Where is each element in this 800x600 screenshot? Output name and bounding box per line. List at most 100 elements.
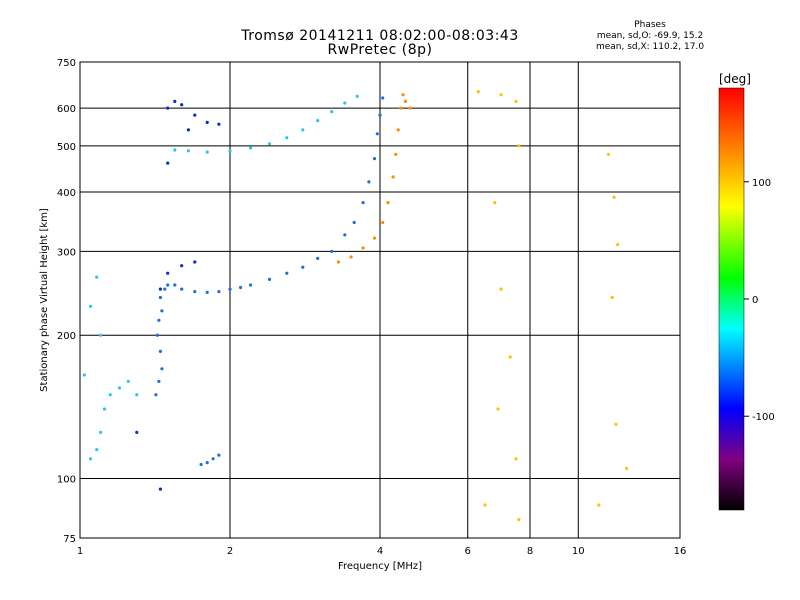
data-point xyxy=(343,101,347,105)
data-point xyxy=(166,106,170,110)
data-point xyxy=(135,393,139,397)
data-point xyxy=(367,180,371,184)
data-point xyxy=(173,99,177,103)
data-point xyxy=(205,150,209,154)
y-tick-label: 200 xyxy=(57,331,76,342)
data-point xyxy=(102,407,107,411)
data-point xyxy=(173,148,177,152)
y-tick-label: 100 xyxy=(57,475,76,486)
data-point xyxy=(336,260,340,264)
data-point xyxy=(158,287,162,291)
x-tick-label: 2 xyxy=(227,546,233,557)
data-point xyxy=(612,195,616,199)
x-tick-label: 10 xyxy=(572,546,585,557)
y-tick-label: 75 xyxy=(63,534,76,545)
colorbar-tick-label: 100 xyxy=(752,178,771,189)
chart-subtitle: RwPretec (8p) xyxy=(327,42,433,58)
data-point xyxy=(391,175,395,179)
data-point xyxy=(108,393,112,397)
data-point xyxy=(267,277,272,281)
data-point xyxy=(508,355,512,359)
colorbar-label: [deg] xyxy=(719,72,751,86)
data-point xyxy=(99,333,103,337)
x-tick-label: 16 xyxy=(674,546,687,557)
data-point xyxy=(496,407,500,411)
data-point xyxy=(285,136,289,140)
data-point xyxy=(95,275,99,279)
data-point xyxy=(301,128,305,132)
colorbar-tick-label: 0 xyxy=(752,295,758,306)
data-point xyxy=(476,90,480,94)
phase-stats-x: mean, sd,X: 110.2, 17.0 xyxy=(595,42,705,52)
data-point xyxy=(180,287,184,291)
data-point xyxy=(117,386,122,390)
data-point xyxy=(135,430,139,434)
data-point xyxy=(381,220,385,225)
data-point xyxy=(228,149,232,153)
data-point xyxy=(166,161,170,165)
data-point xyxy=(378,113,382,117)
data-point xyxy=(160,309,164,313)
data-point xyxy=(186,128,190,132)
data-point xyxy=(493,201,497,205)
data-point xyxy=(401,93,405,97)
y-axis-label: Stationary phase Virtual Height [km] xyxy=(39,208,50,392)
colorbar-ticks: 100 0 -100 xyxy=(744,178,775,423)
phase-stats: Phases mean, sd,O: -69.9, 15.2 mean, sd,… xyxy=(595,20,705,53)
data-point xyxy=(597,503,601,507)
y-tick-label: 750 xyxy=(57,58,76,69)
colorbar-tick-label: -100 xyxy=(752,412,775,423)
data-point xyxy=(514,457,518,461)
x-tick-label: 8 xyxy=(527,546,533,557)
data-point xyxy=(82,373,86,377)
grid xyxy=(80,62,680,538)
data-point xyxy=(517,518,521,522)
phase-stats-o: mean, sd,O: -69.9, 15.2 xyxy=(596,31,704,41)
data-point xyxy=(157,318,161,322)
data-point xyxy=(372,236,377,240)
data-point xyxy=(217,290,221,294)
data-point xyxy=(186,149,190,153)
data-point xyxy=(249,146,253,150)
y-axis-ticks: 75 100 200 300 400 500 600 750 xyxy=(57,58,76,545)
plot-frame xyxy=(79,61,681,539)
data-point xyxy=(173,283,177,287)
data-point xyxy=(355,94,359,98)
data-point xyxy=(199,462,203,467)
data-point xyxy=(381,96,385,100)
data-point xyxy=(386,201,390,205)
data-point xyxy=(193,260,197,264)
data-point xyxy=(610,295,614,300)
data-point xyxy=(249,283,253,287)
data-point xyxy=(330,110,334,114)
data-point xyxy=(160,367,164,371)
data-point xyxy=(316,256,320,260)
data-point xyxy=(155,333,159,337)
x-tick-label: 6 xyxy=(465,546,471,557)
data-point xyxy=(193,113,197,117)
data-point xyxy=(154,393,158,397)
data-point xyxy=(517,144,521,148)
data-point xyxy=(217,453,221,457)
x-tick-label: 4 xyxy=(377,546,383,557)
data-point xyxy=(285,271,289,275)
data-point xyxy=(89,457,93,461)
data-points xyxy=(82,90,629,522)
data-point xyxy=(157,379,161,383)
data-point xyxy=(625,466,629,470)
data-point xyxy=(394,152,398,156)
data-point xyxy=(158,295,162,300)
data-point xyxy=(126,379,130,383)
data-point xyxy=(499,287,503,291)
data-point xyxy=(166,283,170,287)
data-point xyxy=(180,264,184,268)
data-point xyxy=(316,119,320,123)
data-point xyxy=(217,122,221,126)
x-tick-label: 1 xyxy=(77,546,83,557)
data-point xyxy=(205,120,209,124)
data-point xyxy=(614,422,618,426)
data-point xyxy=(616,243,620,247)
data-point xyxy=(352,220,356,225)
data-point xyxy=(205,461,209,465)
data-point xyxy=(349,255,353,259)
